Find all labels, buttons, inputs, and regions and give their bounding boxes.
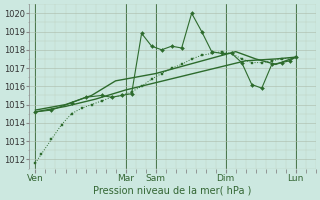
X-axis label: Pression niveau de la mer( hPa ): Pression niveau de la mer( hPa ) xyxy=(93,186,252,196)
